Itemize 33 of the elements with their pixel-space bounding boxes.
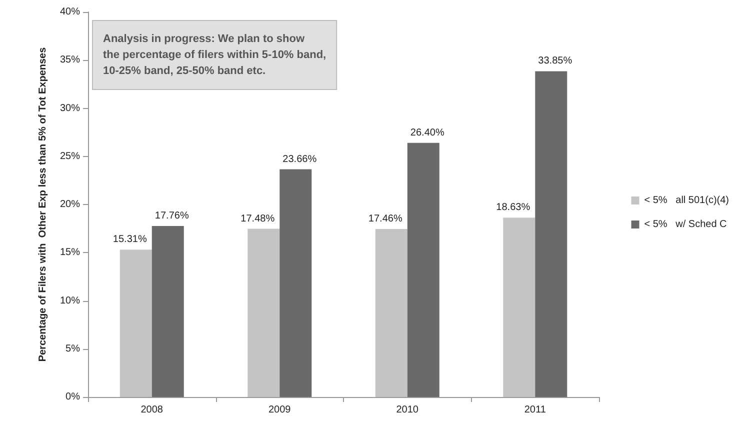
data-label: 23.66% [282,154,317,165]
bar [375,228,408,397]
bar [407,142,440,397]
data-label: 17.76% [154,210,189,222]
y-axis-title: Percentage of Filers with Other Exp less than 5% of Tot Expenses [38,46,48,362]
bar [120,250,152,397]
x-tick-label: 2008 [140,404,164,416]
y-tick-label: 25% [60,150,80,162]
bar [280,169,312,397]
x-tick-label: 2011 [524,404,546,416]
legend-label: < 5% w/ Sched C [644,219,727,230]
bar [503,218,536,397]
data-label: 18.63% [496,202,530,214]
y-tick-label: 30% [60,102,80,114]
y-tick-label: 20% [60,199,80,210]
y-tick-label: 10% [60,295,80,306]
data-label: 17.48% [240,213,275,224]
bar [152,226,184,397]
data-label: 26.40% [410,127,444,138]
y-tick-label: 40% [60,6,80,18]
data-label: 33.85% [538,56,572,67]
bar [535,71,568,397]
x-tick-label: 2009 [268,404,292,416]
data-label: 17.46% [368,213,402,224]
legend-label: < 5% all 501(c)(4) [644,195,730,206]
x-tick-label: 2010 [396,404,419,416]
y-tick-label: 0% [66,392,80,402]
y-tick-label: 35% [60,54,80,66]
annotation: Analysis in progress: We plan to show the percentage of filers within 5-10% band, 10-25% band, 25-50% band etc. [103,33,326,77]
bar [248,228,280,397]
y-tick-label: 5% [66,343,80,354]
data-label: 15.31% [112,234,147,246]
y-tick-label: 15% [60,247,80,258]
